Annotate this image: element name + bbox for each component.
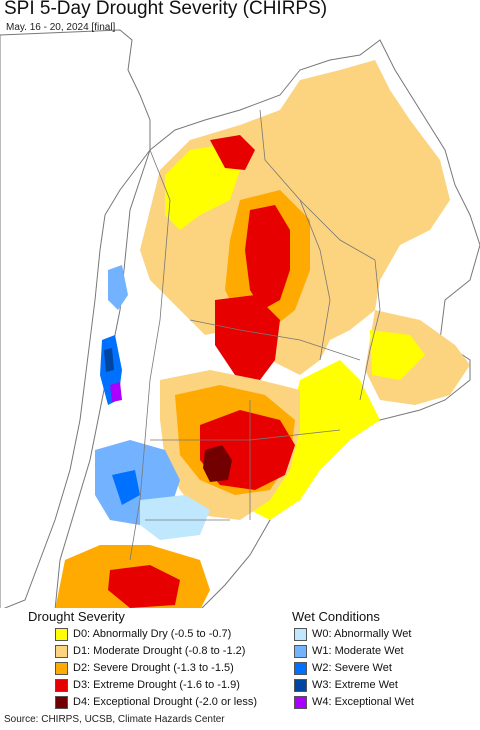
legend-label: D0: Abnormally Dry (-0.5 to -0.7) [73,628,232,640]
w1-andes-north [108,265,128,310]
legend-swatch [55,695,68,709]
w2-severe-wet-area [112,470,140,505]
legend-item-d4: D4: Exceptional Drought (-2.0 or less) [55,695,257,709]
legend-label: D3: Extreme Drought (-1.6 to -1.9) [73,679,240,691]
map-subtitle: May. 16 - 20, 2024 [final] [6,22,116,33]
legend-item-w1: W1: Moderate Wet [294,644,404,658]
border-line [129,149,171,561]
legend-swatch [294,644,307,658]
drought-areas [55,60,470,610]
legend-swatch [294,627,307,641]
legend-swatch [294,678,307,692]
legend-item-d3: D3: Extreme Drought (-1.6 to -1.9) [55,678,240,692]
border-line [189,319,361,361]
w3-extreme-wet-spot [104,348,114,372]
borders [129,109,381,561]
chile-land [0,29,151,610]
map-title: SPI 5-Day Drought Severity (CHIRPS) [4,0,328,19]
d0-abnormally-dry-area [165,145,240,230]
d3-northwest-spot [210,135,255,170]
legend-label: W3: Extreme Wet [312,679,398,691]
legend-label: D4: Exceptional Drought (-2.0 or less) [73,696,258,708]
legend-item-w3: W3: Extreme Wet [294,678,398,692]
legend-label: W4: Exceptional Wet [312,696,414,708]
legend: Drought Severity Wet Conditions D0: Abno… [0,608,480,712]
w4-exceptional-wet-spot [110,382,122,402]
legend-swatch [294,661,307,675]
legend-item-w4: W4: Exceptional Wet [294,695,414,709]
legend-item-w0: W0: Abnormally Wet [294,627,411,641]
legend-swatch [294,695,307,709]
w0-abnormally-wet-area [140,495,210,540]
legend-item-d1: D1: Moderate Drought (-0.8 to -1.2) [55,644,245,658]
legend-swatch [55,644,68,658]
d0-paraguay-spot [370,330,425,380]
border-line [359,259,381,401]
legend-label: W2: Severe Wet [312,662,392,674]
legend-swatch [55,627,68,641]
wet-areas [95,265,210,540]
drought-legend-heading: Drought Severity [28,609,125,624]
legend-item-w2: W2: Severe Wet [294,661,392,675]
legend-label: W0: Abnormally Wet [312,628,412,640]
d3-southwest-spot [108,565,180,608]
wet-legend-heading: Wet Conditions [292,609,380,624]
d3-extreme-drought-north [245,205,290,310]
d3-extreme-drought-center [215,295,280,380]
source-credit: Source: CHIRPS, UCSB, Climate Hazards Ce… [4,714,225,725]
d4-exceptional-drought-area [203,445,232,482]
legend-swatch [55,661,68,675]
drought-map [0,29,480,610]
legend-label: W1: Moderate Wet [312,645,404,657]
border-line [299,199,331,361]
legend-swatch [55,678,68,692]
legend-item-d2: D2: Severe Drought (-1.3 to -1.5) [55,661,234,675]
legend-label: D1: Moderate Drought (-0.8 to -1.2) [73,645,246,657]
legend-label: D2: Severe Drought (-1.3 to -1.5) [73,662,234,674]
legend-item-d0: D0: Abnormally Dry (-0.5 to -0.7) [55,627,231,641]
